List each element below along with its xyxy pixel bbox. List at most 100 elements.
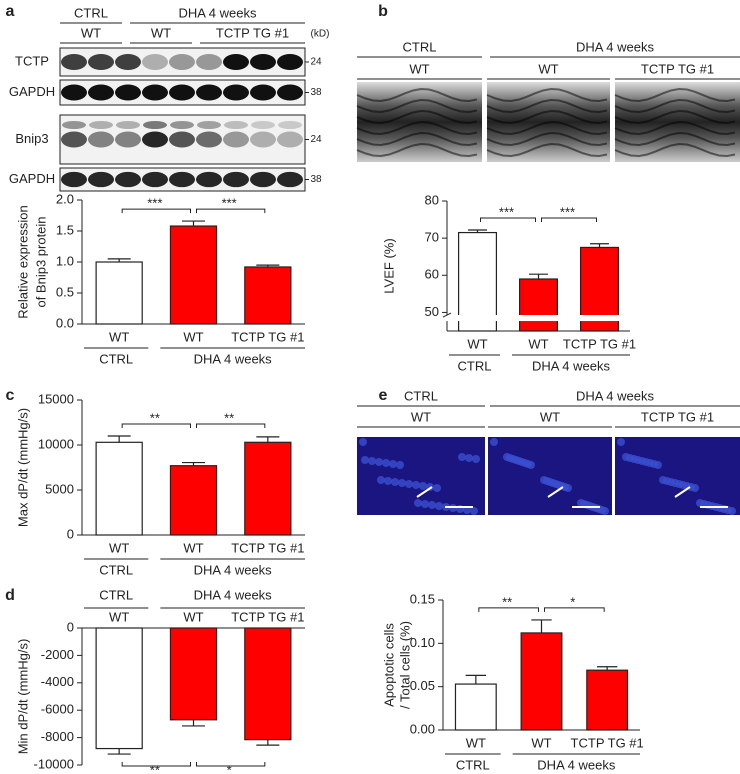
blot-band bbox=[250, 84, 276, 101]
panel-letter: b bbox=[378, 3, 388, 20]
significance-label: *** bbox=[222, 196, 237, 211]
blot-band bbox=[88, 131, 114, 148]
bar bbox=[95, 627, 143, 750]
blot-band bbox=[143, 121, 167, 129]
x-tick-label: WT bbox=[531, 735, 551, 750]
error-bar bbox=[590, 243, 609, 248]
bar bbox=[244, 627, 292, 741]
lane-label: WT bbox=[409, 61, 429, 76]
x-tick-label: WT bbox=[183, 540, 203, 555]
panel-letter: c bbox=[6, 387, 15, 404]
y-tick-label: -6000 bbox=[41, 702, 74, 717]
blot-band bbox=[61, 171, 87, 188]
nucleus bbox=[396, 461, 404, 469]
nucleus bbox=[470, 507, 478, 515]
nucleus bbox=[435, 502, 443, 510]
nucleus bbox=[419, 482, 427, 490]
blot-band bbox=[197, 121, 221, 129]
bar bbox=[586, 669, 629, 731]
y-tick-label: 60 bbox=[425, 267, 439, 282]
significance-bracket bbox=[196, 208, 266, 214]
nucleus bbox=[458, 453, 466, 461]
group-label: DHA 4 weeks bbox=[194, 351, 273, 366]
blot-band bbox=[89, 121, 113, 129]
y-tick-label: 80 bbox=[425, 192, 439, 207]
x-tick-label: WT bbox=[528, 336, 548, 351]
group-label: CTRL bbox=[99, 562, 133, 577]
bar bbox=[169, 465, 218, 536]
nucleus bbox=[421, 500, 429, 508]
y-tick-label: 2.0 bbox=[56, 191, 74, 206]
group-label: CTRL bbox=[458, 358, 492, 373]
panel-letter: d bbox=[5, 587, 15, 604]
significance-bracket bbox=[121, 208, 191, 214]
nucleus bbox=[412, 481, 420, 489]
blot-band bbox=[196, 171, 222, 188]
blot-band bbox=[169, 54, 195, 70]
error-bar bbox=[181, 461, 206, 466]
nucleus bbox=[405, 480, 413, 488]
bar bbox=[169, 627, 218, 721]
nucleus bbox=[377, 476, 385, 484]
blot-band bbox=[277, 171, 303, 188]
significance-bracket bbox=[480, 217, 536, 222]
echo-texture bbox=[356, 88, 478, 157]
significance-bracket bbox=[196, 762, 266, 767]
group-label: CTRL bbox=[403, 39, 437, 54]
lane-label: WT bbox=[538, 61, 558, 76]
lane-label: WT bbox=[540, 409, 560, 424]
echo-texture bbox=[486, 88, 608, 157]
group-label: DHA 4 weeks bbox=[537, 757, 616, 772]
blot-band bbox=[223, 84, 249, 101]
x-tick-label: TCTP TG #1 bbox=[563, 336, 636, 351]
error-bar bbox=[256, 264, 280, 267]
y-axis-label: Max dP/dt (mmHg/s) bbox=[15, 408, 30, 527]
group-label: DHA 4 weeks bbox=[576, 388, 655, 403]
blot-band bbox=[115, 54, 141, 70]
y-tick-label: 0.10 bbox=[410, 635, 435, 650]
bar bbox=[244, 441, 292, 536]
y-tick-label: 0.05 bbox=[410, 678, 435, 693]
blot-band bbox=[251, 121, 275, 129]
y-axis-label: Min dP/dt (mmHg/s) bbox=[15, 639, 30, 755]
significance-label: * bbox=[227, 762, 232, 774]
bar bbox=[169, 225, 218, 325]
blot-band bbox=[224, 121, 248, 129]
error-bar bbox=[256, 436, 280, 443]
y-tick-label: 0.5 bbox=[56, 284, 74, 299]
error-bar bbox=[256, 739, 280, 746]
significance-bracket bbox=[541, 217, 597, 222]
x-tick-label: TCTP TG #1 bbox=[231, 540, 304, 555]
significance-label: ** bbox=[150, 410, 160, 425]
nucleus bbox=[361, 456, 369, 464]
kd-label: 38 bbox=[310, 174, 322, 185]
bar bbox=[520, 632, 563, 731]
blot-band bbox=[223, 54, 249, 70]
nucleus bbox=[617, 438, 625, 446]
error-bar bbox=[107, 435, 131, 443]
y-tick-label: 1.0 bbox=[56, 253, 74, 268]
y-axis-label: Apoptotic cells bbox=[381, 623, 396, 707]
arrow bbox=[674, 486, 691, 498]
blot-band bbox=[116, 121, 140, 129]
nucleus bbox=[359, 438, 367, 446]
y-axis-label: LVEF (%) bbox=[381, 238, 396, 293]
x-tick-label: WT bbox=[109, 609, 129, 624]
significance-bracket bbox=[121, 762, 191, 767]
error-bar bbox=[181, 719, 206, 727]
bar bbox=[454, 683, 497, 731]
significance-label: *** bbox=[499, 204, 514, 219]
blot-band bbox=[196, 131, 222, 148]
y-tick-label: -4000 bbox=[41, 674, 74, 689]
blot-band bbox=[88, 84, 114, 101]
nucleus bbox=[503, 453, 511, 461]
y-tick-label: 70 bbox=[425, 230, 439, 245]
significance-label: *** bbox=[560, 204, 575, 219]
y-tick-label: 50 bbox=[425, 304, 439, 319]
lane-label: TCTP TG #1 bbox=[641, 61, 714, 76]
y-tick-label: 0.15 bbox=[410, 591, 435, 606]
group-label: DHA 4 weeks bbox=[194, 587, 273, 602]
blot-band bbox=[196, 84, 222, 101]
error-bar bbox=[181, 220, 206, 227]
